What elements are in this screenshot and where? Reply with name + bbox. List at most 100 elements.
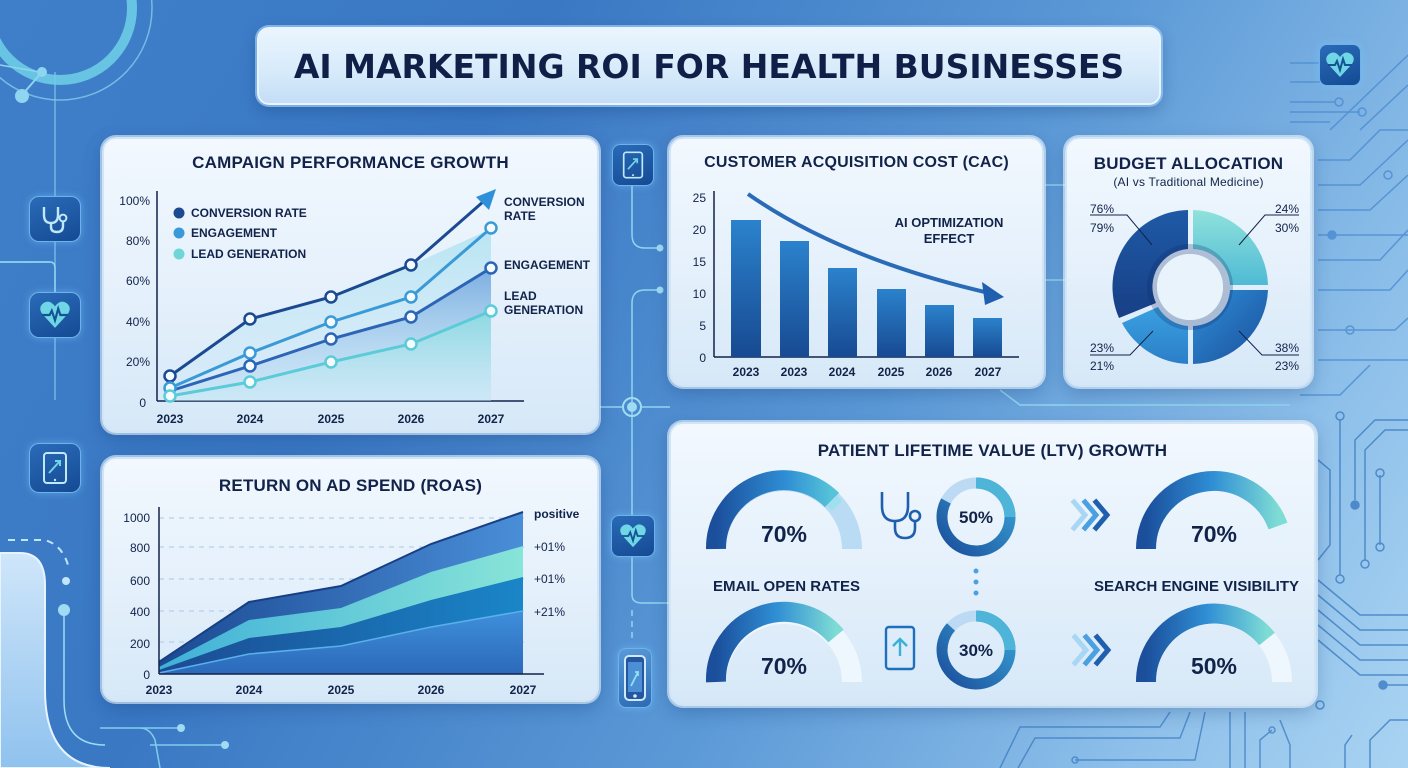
side-tile-stethoscope xyxy=(29,196,81,242)
corner-heart-tile xyxy=(1319,44,1361,86)
cac-bar-chart: 25 20 15 10 5 0 2023 2023 2024 2025 2026… xyxy=(693,191,1019,379)
x-tick: 2027 xyxy=(975,365,1002,379)
y-tick: 10 xyxy=(693,287,707,301)
heart-pulse-icon xyxy=(1326,52,1354,77)
x-tick: 2027 xyxy=(478,412,505,426)
roas-panel: RETURN ON AD SPEND (ROAS) xyxy=(102,457,599,702)
y-tick: 0 xyxy=(699,351,706,365)
x-tick: 2023 xyxy=(157,412,184,426)
cac-panel: CUSTOMER ACQUISITION COST (CAC) 25 20 15… xyxy=(669,137,1044,387)
x-tick: 2023 xyxy=(146,683,173,697)
y-tick: 100% xyxy=(119,194,150,208)
end-label-lead: GENERATION xyxy=(504,303,583,317)
heart-pulse-icon xyxy=(40,301,70,328)
ring-bottom: 30% xyxy=(936,610,1016,690)
heart-pulse-icon xyxy=(620,524,646,548)
gauge-bottom-left: 70% xyxy=(705,601,862,683)
label-email-open-rates: EMAIL OPEN RATES xyxy=(713,578,860,595)
x-tick: 2025 xyxy=(328,683,355,697)
budget-label: 79% xyxy=(1090,221,1114,235)
y-tick: 800 xyxy=(130,541,150,555)
y-tick: 400 xyxy=(130,605,150,619)
gauge-value: 70% xyxy=(761,653,807,679)
budget-title: BUDGET ALLOCATION xyxy=(1093,154,1284,173)
end-label-conversion: RATE xyxy=(504,209,536,223)
budget-subtitle: (AI vs Traditional Medicine) xyxy=(1113,175,1264,189)
x-tick: 2024 xyxy=(829,365,856,379)
cac-title: CUSTOMER ACQUISITION COST (CAC) xyxy=(704,154,1009,171)
legend-conversion-rate: CONVERSION RATE xyxy=(191,206,307,220)
campaign-title: CAMPAIGN PERFORMANCE GROWTH xyxy=(192,153,509,172)
ai-optimization-annotation: EFFECT xyxy=(924,231,975,246)
y-tick: 20% xyxy=(126,355,150,369)
connector-tile-phone xyxy=(618,648,652,708)
title-banner: AI MARKETING ROI FOR HEALTH BUSINESSES xyxy=(257,27,1161,105)
y-tick: 20 xyxy=(693,223,707,237)
gauge-value: 50% xyxy=(1191,653,1237,679)
x-tick: 2025 xyxy=(878,365,905,379)
budget-label: 23% xyxy=(1275,359,1299,373)
gauge-top-right: 70% xyxy=(1136,471,1292,550)
trend-arrow xyxy=(746,192,990,295)
y-tick: 80% xyxy=(126,234,150,248)
roas-label: positive xyxy=(534,507,580,521)
legend-lead-generation: LEAD GENERATION xyxy=(191,247,306,261)
budget-label: 38% xyxy=(1275,341,1299,355)
end-label-conversion: CONVERSION xyxy=(504,195,585,209)
ring-value: 30% xyxy=(959,641,993,660)
roas-area-chart: 1000 800 600 400 200 0 2023 2024 2025 20… xyxy=(123,507,580,697)
label-search-visibility: SEARCH ENGINE VISIBILITY xyxy=(1094,578,1299,595)
connector-tile-tablet xyxy=(612,144,654,186)
y-tick: 15 xyxy=(693,255,707,269)
page-title: AI MARKETING ROI FOR HEALTH BUSINESSES xyxy=(293,46,1125,86)
ring-top: 50% xyxy=(936,477,1016,557)
ltv-growth-panel: PATIENT LIFETIME VALUE (LTV) GROWTH 70% xyxy=(669,422,1316,706)
budget-allocation-panel: BUDGET ALLOCATION (AI vs Traditional Med… xyxy=(1065,137,1312,387)
y-tick: 200 xyxy=(130,637,150,651)
budget-label: 23% xyxy=(1090,341,1114,355)
budget-label: 30% xyxy=(1275,221,1299,235)
y-tick: 0 xyxy=(139,396,146,410)
roas-label: +21% xyxy=(534,605,565,619)
y-tick: 60% xyxy=(126,274,150,288)
gauge-top-left: 70% xyxy=(705,470,862,550)
y-tick: 40% xyxy=(126,315,150,329)
ai-optimization-annotation: AI OPTIMIZATION xyxy=(895,215,1004,230)
x-tick: 2026 xyxy=(418,683,445,697)
stethoscope-icon xyxy=(880,492,922,540)
y-tick: 25 xyxy=(693,191,707,205)
legend-engagement: ENGAGEMENT xyxy=(191,226,278,240)
ltv-title: PATIENT LIFETIME VALUE (LTV) GROWTH xyxy=(817,441,1168,460)
end-label-engagement: ENGAGEMENT xyxy=(504,258,591,272)
campaign-line-chart: 100% 80% 60% 40% 20% 0 2023 2024 2025 20… xyxy=(119,189,591,426)
roas-label: +01% xyxy=(534,540,565,554)
y-tick: 5 xyxy=(699,319,706,333)
side-tile-tablet xyxy=(29,443,81,493)
ring-value: 50% xyxy=(959,508,993,527)
tablet-upload-icon xyxy=(884,625,916,671)
chevrons-icon xyxy=(1070,498,1111,532)
phone-icon xyxy=(624,655,646,701)
budget-label: 76% xyxy=(1090,202,1114,216)
budget-donut-chart: 76% 79% 24% 30% 23% 21% 38% 23% xyxy=(1090,202,1299,373)
campaign-performance-panel: CAMPAIGN PERFORMANCE GROWTH 100% 80% 60%… xyxy=(102,137,599,433)
tablet-growth-icon xyxy=(43,452,67,484)
chevrons-icon xyxy=(1071,633,1112,667)
x-tick: 2023 xyxy=(733,365,760,379)
y-tick: 0 xyxy=(143,668,150,682)
gauge-value: 70% xyxy=(761,521,807,547)
roas-label: +01% xyxy=(534,572,565,586)
stethoscope-icon xyxy=(42,207,68,234)
side-tile-heart xyxy=(29,292,81,338)
x-tick: 2027 xyxy=(510,683,537,697)
gauge-value: 70% xyxy=(1191,521,1237,547)
campaign-legend: CONVERSION RATE ENGAGEMENT LEAD GENERATI… xyxy=(173,206,307,261)
x-tick: 2026 xyxy=(398,412,425,426)
budget-label: 21% xyxy=(1090,359,1114,373)
x-tick: 2023 xyxy=(781,365,808,379)
y-tick: 600 xyxy=(130,574,150,588)
gauge-bottom-right: 50% xyxy=(1135,603,1292,683)
x-tick: 2025 xyxy=(318,412,345,426)
budget-label: 24% xyxy=(1275,202,1299,216)
x-tick: 2026 xyxy=(926,365,953,379)
